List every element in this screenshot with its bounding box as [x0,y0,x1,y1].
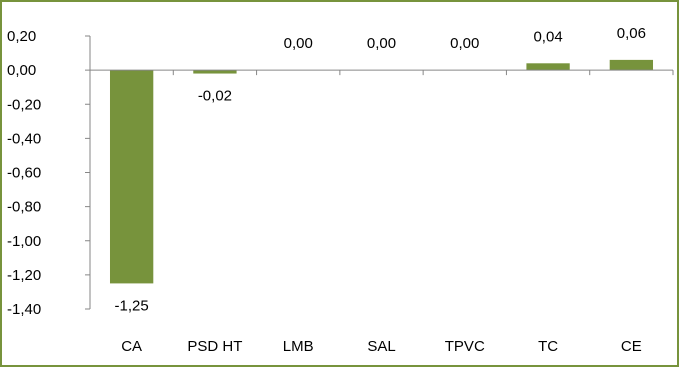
y-axis: 0,20 0,00 -0,20 -0,40 -0,60 -0,80 -1,00 -1,20 -1… [7,28,91,318]
y-tick-label: -0,80 [7,199,41,216]
bar-ce [609,59,654,71]
data-labels: -1,25 -0,02 0,00 0,00 0,00 0,04 0,06 [115,25,646,315]
bars [109,59,654,284]
bar-ca [109,70,154,284]
y-tick-label: -1,20 [7,267,41,284]
data-label: 0,00 [450,35,479,52]
x-tick-label: PSD HT [187,338,242,355]
x-tick-label: TPVC [445,338,485,355]
y-tick-label: -0,40 [7,130,41,147]
data-label: 0,00 [284,35,313,52]
data-label: 0,00 [367,35,396,52]
data-label: -1,25 [115,297,149,314]
y-tick-label: -1,00 [7,233,41,250]
x-tick-label: LMB [283,338,314,355]
y-tick-label: -0,20 [7,96,41,113]
bar-psd-ht [193,70,237,74]
data-label: 0,06 [617,25,646,42]
y-tick-label: 0,00 [7,62,36,79]
y-tick-label: -1,40 [7,301,41,318]
x-tick-label: CE [621,338,642,355]
y-tick-label: 0,20 [7,28,36,45]
x-tick-label: TC [538,338,558,355]
x-tick-label: SAL [367,338,395,355]
data-label: 0,04 [533,28,562,45]
x-axis: CA PSD HT LMB SAL TPVC TC CE [90,69,674,355]
x-tick-label: CA [121,338,142,355]
data-label: -0,02 [198,88,232,105]
bar-tc [526,63,570,71]
y-tick-label: -0,60 [7,165,41,182]
